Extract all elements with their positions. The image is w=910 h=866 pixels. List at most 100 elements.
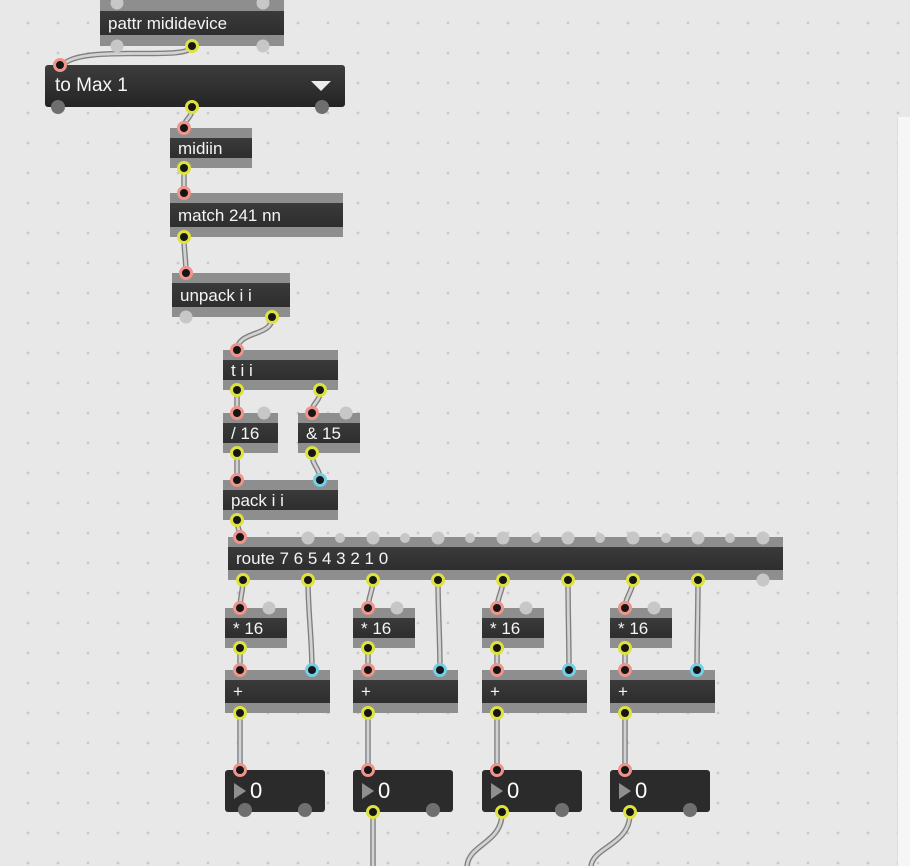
inlet-cold[interactable] [562, 663, 576, 677]
outlet-stub[interactable] [238, 803, 252, 817]
inlet-stub[interactable] [519, 601, 533, 615]
outlet-stub[interactable] [298, 803, 312, 817]
outlet-stub[interactable] [555, 803, 569, 817]
inlet-hot[interactable] [618, 763, 632, 777]
outlet[interactable] [233, 706, 247, 720]
outlet[interactable] [626, 573, 640, 587]
outlet[interactable] [496, 573, 510, 587]
inlet-stub[interactable] [110, 0, 124, 10]
inlet-stub[interactable] [647, 601, 661, 615]
outlet-stub[interactable] [315, 100, 329, 114]
outlet[interactable] [618, 706, 632, 720]
inlet-hot[interactable] [233, 763, 247, 777]
outlet[interactable] [691, 573, 705, 587]
inlet-hot[interactable] [230, 473, 244, 487]
outlet-stub[interactable] [683, 803, 697, 817]
outlet[interactable] [561, 573, 575, 587]
object-box-add-1[interactable]: + [225, 670, 330, 713]
inlet-cold[interactable] [305, 663, 319, 677]
outlet[interactable] [305, 446, 319, 460]
outlet[interactable] [236, 573, 250, 587]
outlet[interactable] [230, 446, 244, 460]
outlet-stub[interactable] [179, 310, 193, 324]
inlet-hot[interactable] [53, 58, 67, 72]
outlet[interactable] [361, 641, 375, 655]
inlet-hot[interactable] [618, 601, 632, 615]
object-box-add-4[interactable]: + [610, 670, 715, 713]
inlet-cold[interactable] [313, 473, 327, 487]
outlet[interactable] [623, 805, 637, 819]
inlet-stub[interactable] [531, 533, 541, 543]
inlet-stub[interactable] [301, 531, 315, 545]
inlet-hot[interactable] [233, 601, 247, 615]
inlet-hot[interactable] [233, 530, 247, 544]
inlet-stub[interactable] [262, 601, 276, 615]
patch-cords[interactable] [61, 46, 698, 866]
scrollbar-gutter[interactable] [897, 117, 910, 866]
outlet[interactable] [233, 641, 247, 655]
inlet-hot[interactable] [177, 121, 191, 135]
inlet-stub[interactable] [595, 533, 605, 543]
outlet-stub[interactable] [756, 573, 770, 587]
outlet[interactable] [265, 310, 279, 324]
inlet-stub[interactable] [465, 533, 475, 543]
outlet-stub[interactable] [51, 100, 65, 114]
inlet-stub[interactable] [257, 406, 271, 420]
inlet-stub[interactable] [496, 531, 510, 545]
outlet[interactable] [618, 641, 632, 655]
object-box-add-2[interactable]: + [353, 670, 458, 713]
inlet-stub[interactable] [756, 531, 770, 545]
inlet-hot[interactable] [233, 663, 247, 677]
inlet-stub[interactable] [561, 531, 575, 545]
inlet-hot[interactable] [230, 406, 244, 420]
inlet-hot[interactable] [230, 343, 244, 357]
outlet[interactable] [301, 573, 315, 587]
outlet-stub[interactable] [256, 39, 270, 53]
inlet-hot[interactable] [490, 601, 504, 615]
inlet-stub[interactable] [661, 533, 671, 543]
object-box-match[interactable]: match 241 nn [170, 193, 343, 237]
outlet[interactable] [177, 161, 191, 175]
inlet-hot[interactable] [179, 266, 193, 280]
inlet-stub[interactable] [626, 531, 640, 545]
inlet-hot[interactable] [361, 763, 375, 777]
outlet-stub[interactable] [110, 39, 124, 53]
inlet-hot[interactable] [490, 763, 504, 777]
inlet-cold[interactable] [433, 663, 447, 677]
outlet[interactable] [366, 805, 380, 819]
inlet-stub[interactable] [335, 533, 345, 543]
inlet-stub[interactable] [725, 533, 735, 543]
inlet-hot[interactable] [490, 663, 504, 677]
outlet[interactable] [361, 706, 375, 720]
outlet[interactable] [230, 513, 244, 527]
inlet-stub[interactable] [691, 531, 705, 545]
inlet-hot[interactable] [361, 601, 375, 615]
inlet-hot[interactable] [177, 186, 191, 200]
outlet[interactable] [495, 805, 509, 819]
inlet-hot[interactable] [618, 663, 632, 677]
inlet-hot[interactable] [305, 406, 319, 420]
outlet[interactable] [431, 573, 445, 587]
inlet-stub[interactable] [339, 406, 353, 420]
inlet-cold[interactable] [690, 663, 704, 677]
umenu-selected-label: to Max 1 [55, 75, 128, 96]
inlet-stub[interactable] [256, 0, 270, 10]
outlet[interactable] [490, 641, 504, 655]
outlet-stub[interactable] [426, 803, 440, 817]
outlet[interactable] [177, 230, 191, 244]
inlet-stub[interactable] [400, 533, 410, 543]
object-box-pack[interactable]: pack i i [223, 480, 338, 520]
inlet-stub[interactable] [431, 531, 445, 545]
outlet[interactable] [313, 383, 327, 397]
object-box-unpack[interactable]: unpack i i [172, 273, 290, 317]
outlet[interactable] [230, 383, 244, 397]
outlet[interactable] [366, 573, 380, 587]
outlet[interactable] [490, 706, 504, 720]
object-box-add-3[interactable]: + [482, 670, 587, 713]
inlet-hot[interactable] [361, 663, 375, 677]
inlet-stub[interactable] [390, 601, 404, 615]
outlet[interactable] [185, 39, 199, 53]
outlet[interactable] [185, 100, 199, 114]
inlet-stub[interactable] [366, 531, 380, 545]
